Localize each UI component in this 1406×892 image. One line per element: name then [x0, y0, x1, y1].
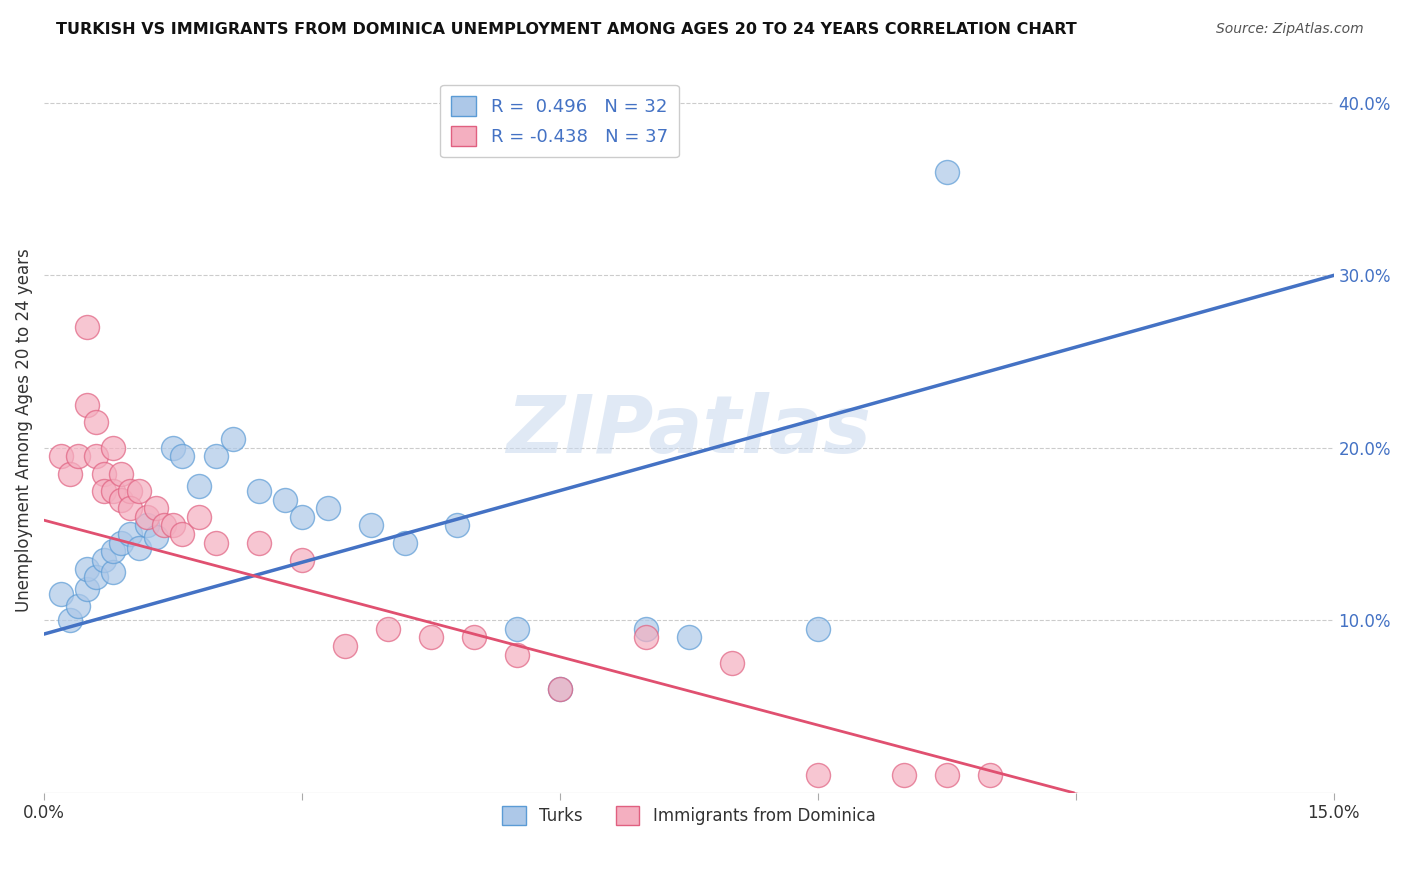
- Point: [128, 483, 150, 498]
- Point: [446, 518, 468, 533]
- Point: [377, 622, 399, 636]
- Point: [935, 768, 957, 782]
- Point: [145, 531, 167, 545]
- Point: [76, 320, 98, 334]
- Point: [101, 565, 124, 579]
- Point: [84, 570, 107, 584]
- Point: [51, 587, 73, 601]
- Legend: Turks, Immigrants from Dominica: Turks, Immigrants from Dominica: [492, 796, 886, 835]
- Point: [162, 518, 184, 533]
- Point: [110, 492, 132, 507]
- Point: [935, 165, 957, 179]
- Point: [120, 501, 142, 516]
- Point: [506, 648, 529, 662]
- Point: [360, 518, 382, 533]
- Point: [120, 483, 142, 498]
- Point: [120, 527, 142, 541]
- Point: [67, 450, 90, 464]
- Point: [187, 509, 209, 524]
- Point: [634, 622, 657, 636]
- Y-axis label: Unemployment Among Ages 20 to 24 years: Unemployment Among Ages 20 to 24 years: [15, 249, 32, 613]
- Point: [205, 535, 228, 549]
- Point: [807, 768, 830, 782]
- Point: [101, 544, 124, 558]
- Point: [101, 483, 124, 498]
- Point: [274, 492, 297, 507]
- Point: [205, 450, 228, 464]
- Point: [548, 682, 571, 697]
- Point: [678, 631, 700, 645]
- Text: TURKISH VS IMMIGRANTS FROM DOMINICA UNEMPLOYMENT AMONG AGES 20 TO 24 YEARS CORRE: TURKISH VS IMMIGRANTS FROM DOMINICA UNEM…: [56, 22, 1077, 37]
- Point: [101, 441, 124, 455]
- Point: [247, 535, 270, 549]
- Text: ZIPatlas: ZIPatlas: [506, 392, 872, 469]
- Point: [145, 501, 167, 516]
- Point: [979, 768, 1001, 782]
- Point: [93, 467, 115, 481]
- Point: [333, 639, 356, 653]
- Point: [76, 561, 98, 575]
- Point: [93, 483, 115, 498]
- Point: [128, 541, 150, 555]
- Point: [170, 527, 193, 541]
- Point: [59, 467, 82, 481]
- Point: [84, 450, 107, 464]
- Point: [807, 622, 830, 636]
- Point: [136, 509, 159, 524]
- Point: [291, 553, 314, 567]
- Point: [721, 657, 744, 671]
- Point: [247, 483, 270, 498]
- Point: [76, 398, 98, 412]
- Point: [110, 535, 132, 549]
- Point: [93, 553, 115, 567]
- Point: [59, 613, 82, 627]
- Point: [420, 631, 443, 645]
- Point: [893, 768, 915, 782]
- Point: [153, 518, 176, 533]
- Point: [187, 479, 209, 493]
- Point: [162, 441, 184, 455]
- Text: Source: ZipAtlas.com: Source: ZipAtlas.com: [1216, 22, 1364, 37]
- Point: [136, 518, 159, 533]
- Point: [110, 467, 132, 481]
- Point: [394, 535, 416, 549]
- Point: [463, 631, 485, 645]
- Point: [170, 450, 193, 464]
- Point: [291, 509, 314, 524]
- Point: [76, 582, 98, 597]
- Point: [548, 682, 571, 697]
- Point: [51, 450, 73, 464]
- Point: [222, 432, 245, 446]
- Point: [506, 622, 529, 636]
- Point: [316, 501, 339, 516]
- Point: [84, 415, 107, 429]
- Point: [634, 631, 657, 645]
- Point: [67, 599, 90, 614]
